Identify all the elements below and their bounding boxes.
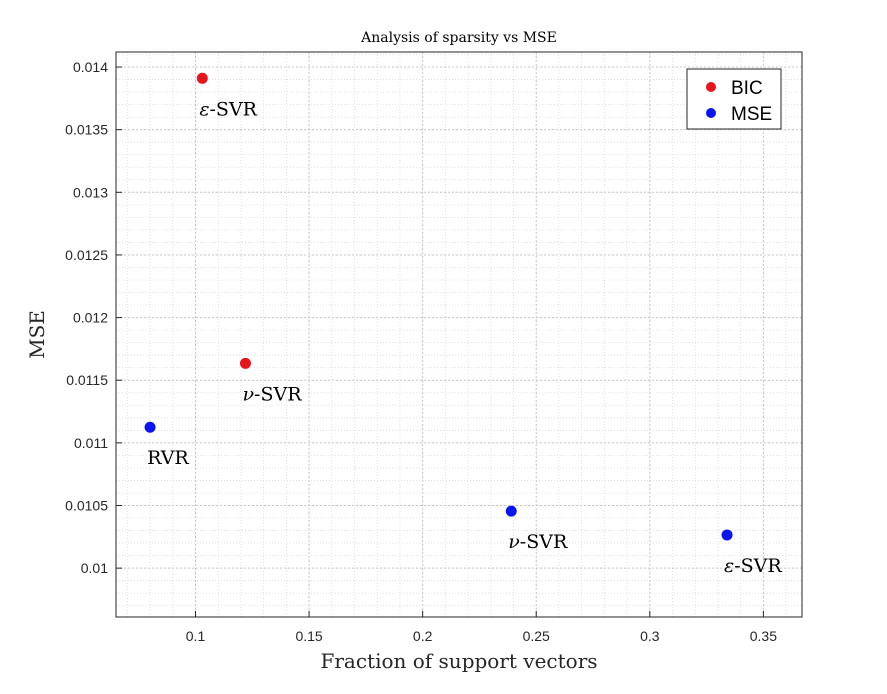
data-point-bic bbox=[239, 357, 251, 369]
y-tick-label: 0.0115 bbox=[66, 372, 108, 388]
data-point-bic bbox=[196, 72, 208, 84]
x-tick-label: 0.35 bbox=[750, 628, 777, 644]
legend-label-bic: BIC bbox=[731, 78, 763, 99]
x-tick-label: 0.3 bbox=[640, 628, 660, 644]
point-label: ν-SVR bbox=[508, 531, 568, 553]
x-tick-label: 0.25 bbox=[523, 628, 550, 644]
x-tick-label: 0.2 bbox=[413, 628, 433, 644]
y-tick-label: 0.011 bbox=[74, 435, 108, 451]
legend: BIC MSE bbox=[686, 68, 782, 130]
legend-box bbox=[686, 68, 782, 130]
legend-marker-bic bbox=[706, 82, 716, 92]
x-tick-label: 0.15 bbox=[295, 628, 322, 644]
legend-label-mse: MSE bbox=[731, 104, 772, 125]
y-tick-label: 0.012 bbox=[73, 310, 108, 326]
x-axis-label: Fraction of support vectors bbox=[320, 649, 597, 673]
points-layer: ε-SVR ν-SVR RVR ν-SVR ε-SVR bbox=[144, 72, 782, 577]
y-tick-label: 0.0125 bbox=[65, 247, 108, 263]
x-tick-label: 0.1 bbox=[186, 628, 206, 644]
y-tick-label: 0.01 bbox=[81, 560, 108, 576]
data-point-mse bbox=[505, 505, 517, 517]
data-point-mse bbox=[144, 421, 156, 433]
y-tick-label: 0.013 bbox=[73, 184, 108, 200]
plot-area-frame bbox=[115, 51, 803, 618]
ticks-layer: 0.1 0.15 0.2 0.25 0.3 0.35 0.01 0.0105 0.011 0.01… bbox=[65, 59, 777, 644]
point-label: RVR bbox=[147, 447, 189, 469]
grid-layer bbox=[116, 52, 802, 617]
y-tick-label: 0.0105 bbox=[65, 498, 108, 514]
legend-marker-mse bbox=[706, 108, 716, 118]
y-tick-label: 0.014 bbox=[73, 59, 108, 75]
point-label: ε-SVR bbox=[199, 98, 257, 120]
chart-title: Analysis of sparsity vs MSE bbox=[360, 30, 557, 46]
y-tick-label: 0.0135 bbox=[65, 122, 108, 138]
point-label: ν-SVR bbox=[242, 383, 302, 405]
data-point-mse bbox=[721, 529, 733, 541]
point-label: ε-SVR bbox=[724, 555, 782, 577]
y-axis-label: MSE bbox=[25, 310, 49, 359]
